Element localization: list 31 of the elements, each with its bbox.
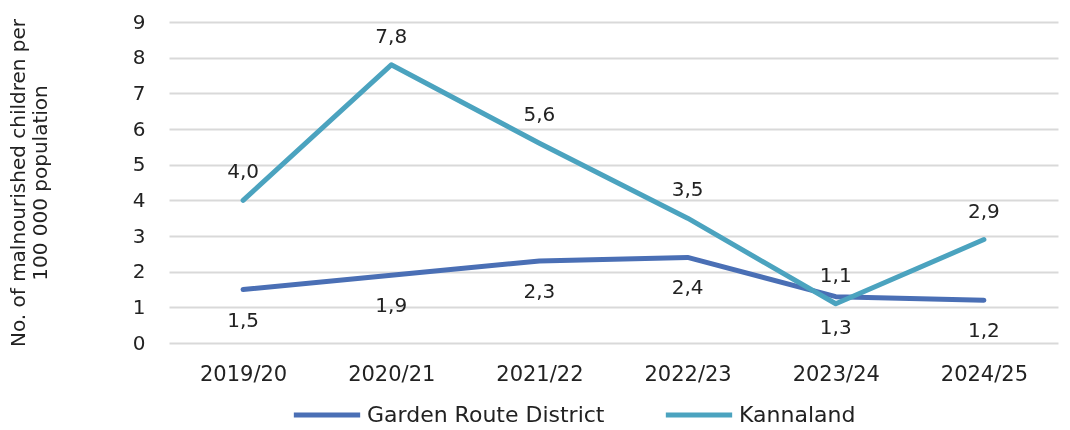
data-label: 2,4 bbox=[671, 275, 704, 300]
y-tick-label: 3 bbox=[132, 223, 146, 248]
legend-label: Kannaland bbox=[739, 402, 856, 427]
data-label: 1,2 bbox=[968, 318, 1000, 343]
x-tick-label: 2024/25 bbox=[940, 361, 1029, 386]
y-tick-label: 9 bbox=[132, 9, 146, 34]
legend-label: Garden Route District bbox=[367, 402, 605, 427]
y-tick-label: 2 bbox=[132, 259, 146, 284]
y-tick-label: 7 bbox=[132, 80, 146, 105]
data-label: 3,5 bbox=[671, 177, 704, 202]
y-tick-label: 6 bbox=[132, 116, 146, 141]
data-label: 4,0 bbox=[227, 159, 259, 184]
x-tick-label: 2023/24 bbox=[792, 361, 880, 386]
data-label: 1,3 bbox=[819, 314, 852, 339]
y-tick-label: 8 bbox=[132, 45, 146, 70]
y-tick-label: 0 bbox=[132, 330, 146, 355]
data-label: 1,5 bbox=[227, 307, 259, 332]
y-axis-title: No. of malnourished children per 100 000 population bbox=[5, 18, 52, 348]
x-tick-label: 2019/20 bbox=[199, 361, 288, 386]
data-label: 1,9 bbox=[375, 293, 408, 318]
x-tick-label: 2020/21 bbox=[348, 361, 436, 386]
y-tick-label: 1 bbox=[132, 294, 146, 319]
data-label: 2,3 bbox=[523, 278, 556, 303]
x-tick-label: 2022/23 bbox=[644, 361, 732, 386]
y-tick-label: 4 bbox=[132, 187, 146, 212]
y-tick-label: 5 bbox=[132, 152, 146, 177]
data-label: 1,1 bbox=[819, 262, 852, 287]
x-tick-label: 2021/22 bbox=[496, 361, 584, 386]
data-label: 2,9 bbox=[968, 198, 1000, 223]
data-label: 7,8 bbox=[375, 23, 408, 48]
data-label: 5,6 bbox=[523, 102, 556, 127]
